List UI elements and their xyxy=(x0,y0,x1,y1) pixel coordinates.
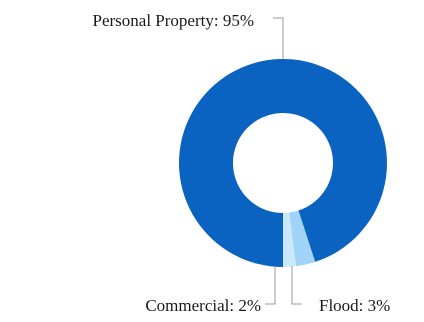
leader-line-commercial xyxy=(265,266,276,305)
label-flood: Flood: 3% xyxy=(319,296,390,315)
label-personal-property: Personal Property: 95% xyxy=(93,11,254,30)
leader-line-flood xyxy=(291,266,302,305)
leader-lines xyxy=(265,17,302,305)
leader-line-personal-property xyxy=(273,17,284,59)
slice-labels: Personal Property: 95% Flood: 3% Commercia… xyxy=(93,11,391,315)
donut-slices xyxy=(179,59,388,268)
label-commercial: Commercial: 2% xyxy=(145,296,261,315)
slice-flood xyxy=(289,210,316,267)
slice-personal-property xyxy=(179,59,388,268)
slice-commercial xyxy=(283,212,297,267)
